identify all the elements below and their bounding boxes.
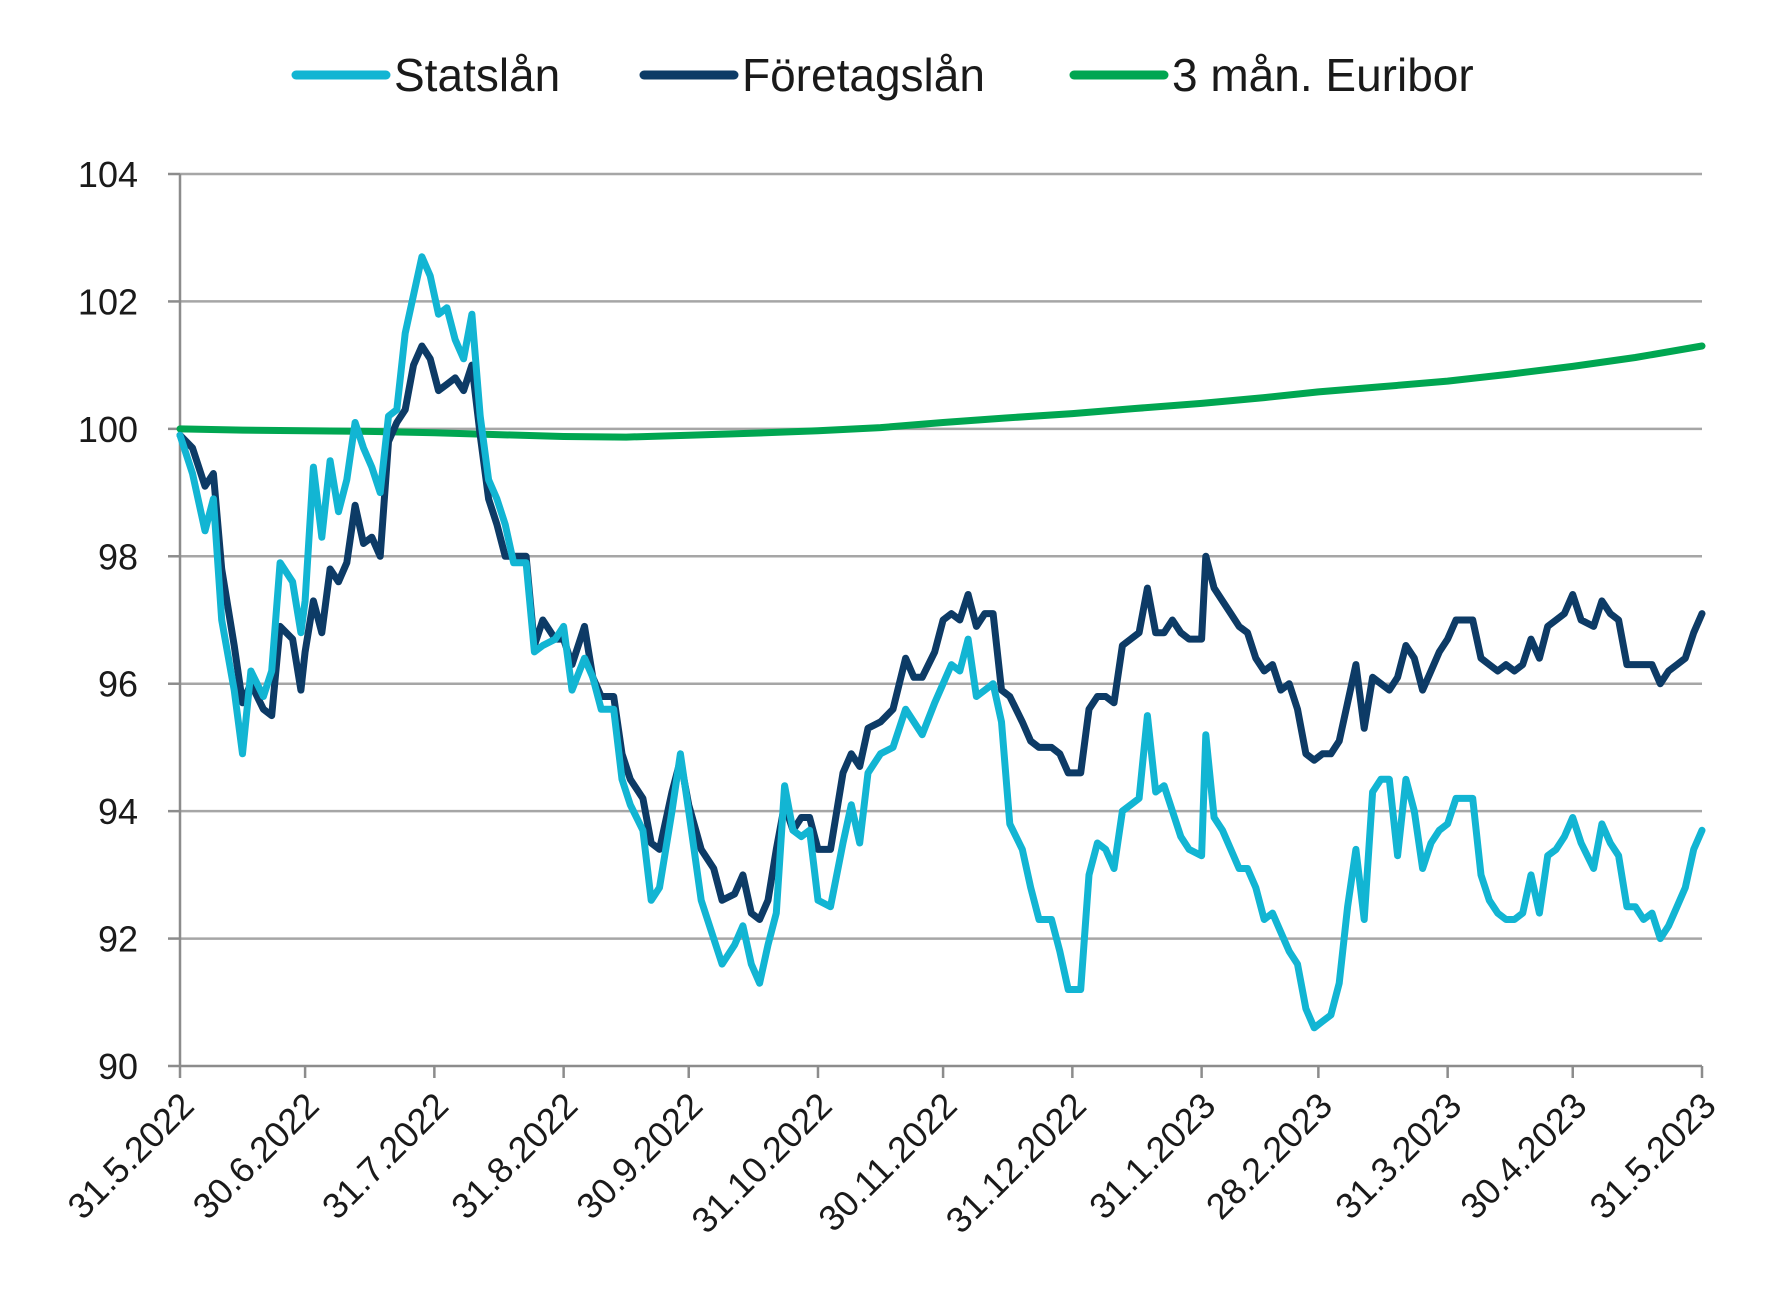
legend-label: Företagslån — [742, 49, 985, 101]
y-tick-label: 92 — [98, 919, 138, 960]
y-tick-label: 100 — [78, 409, 138, 450]
x-axis-ticks: 31.5.202230.6.202231.7.202231.8.202230.9… — [59, 1066, 1724, 1241]
x-tick-label: 31.10.2022 — [683, 1085, 839, 1241]
x-tick-label: 31.8.2022 — [443, 1085, 585, 1227]
legend-item-0: Statslån — [291, 49, 560, 101]
x-tick-label: 31.1.2023 — [1081, 1085, 1223, 1227]
series-line-0 — [176, 253, 1706, 1032]
y-axis-ticks: 90 92 94 96 98 100 102 104 — [78, 154, 180, 1087]
x-tick-label: 30.4.2023 — [1452, 1085, 1594, 1227]
x-tick-label: 31.5.2022 — [59, 1085, 201, 1227]
legend-item-2: 3 mån. Euribor — [1069, 49, 1474, 101]
x-tick-label: 30.6.2022 — [185, 1085, 327, 1227]
y-tick-label: 96 — [98, 664, 138, 705]
y-tick-label: 102 — [78, 281, 138, 322]
legend-item-1: Företagslån — [639, 49, 985, 101]
x-tick-label: 31.7.2022 — [314, 1085, 456, 1227]
series-lines — [176, 253, 1706, 1032]
legend: Statslån Företagslån 3 mån. Euribor — [291, 49, 1474, 101]
y-tick-label: 90 — [98, 1046, 138, 1087]
x-tick-label: 31.5.2023 — [1581, 1085, 1723, 1227]
y-tick-label: 104 — [78, 154, 138, 195]
y-tick-label: 94 — [98, 791, 138, 832]
legend-label: 3 mån. Euribor — [1172, 49, 1474, 101]
series-line-2 — [176, 342, 1706, 441]
x-tick-label: 31.3.2023 — [1327, 1085, 1469, 1227]
x-tick-label: 31.12.2022 — [938, 1085, 1094, 1241]
series-line-1 — [176, 342, 1706, 923]
y-tick-label: 98 — [98, 536, 138, 577]
x-tick-label: 28.2.2023 — [1198, 1085, 1340, 1227]
legend-label: Statslån — [394, 49, 560, 101]
